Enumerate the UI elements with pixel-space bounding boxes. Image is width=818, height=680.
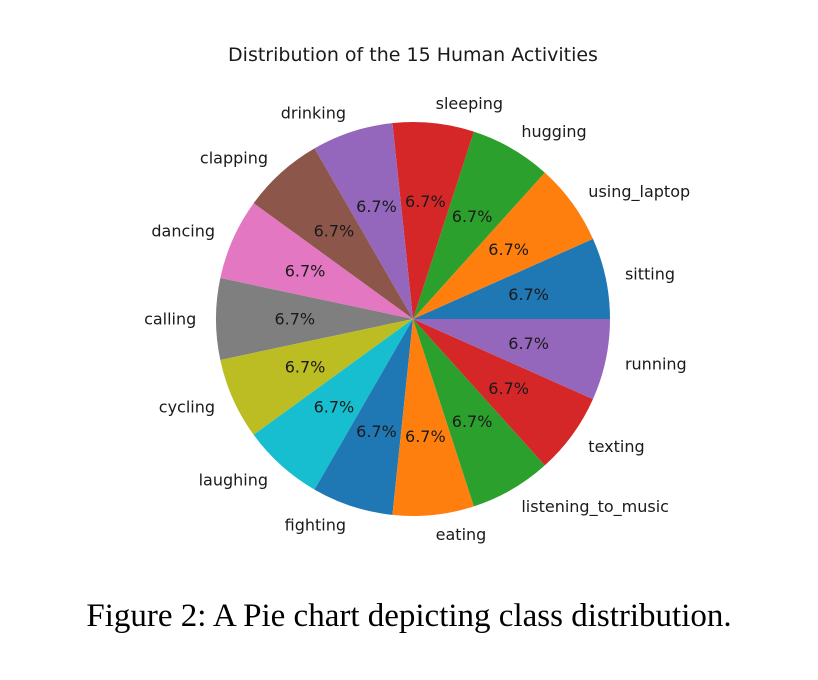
chart-title: Distribution of the 15 Human Activities — [228, 44, 598, 66]
pie-chart: Distribution of the 15 Human Activities … — [144, 44, 690, 544]
pie-percent-label: 6.7% — [356, 197, 397, 216]
pie-slice-running — [413, 319, 610, 400]
pie-percent-label: 6.7% — [452, 207, 493, 226]
pie-category-label: dancing — [151, 221, 215, 240]
pie-category-label: sitting — [625, 264, 675, 283]
pie-percent-label: 6.7% — [314, 222, 355, 241]
pie-percent-label: 6.7% — [405, 427, 446, 446]
pie-percent-label: 6.7% — [285, 261, 326, 280]
pie-slice-hugging — [413, 131, 545, 319]
pie-category-label: using_laptop — [588, 182, 690, 202]
pie-category-label: hugging — [521, 122, 586, 141]
pie-slice-cycling — [220, 319, 413, 435]
pie-category-label: cycling — [159, 398, 215, 417]
pie-slice-drinking — [314, 123, 413, 319]
pie-category-label: fighting — [285, 516, 346, 535]
pie-slice-fighting — [314, 319, 413, 515]
pie-category-label: running — [625, 355, 687, 374]
figure-caption: Figure 2: A Pie chart depicting class di… — [86, 598, 732, 634]
pie-slice-dancing — [220, 203, 413, 319]
pie-percent-labels: 6.7%6.7%6.7%6.7%6.7%6.7%6.7%6.7%6.7%6.7%… — [274, 192, 548, 446]
pie-category-label: clapping — [200, 148, 268, 167]
pie-percent-label: 6.7% — [508, 334, 549, 353]
pie-slices — [215, 122, 610, 516]
pie-slice-using_laptop — [413, 172, 593, 319]
pie-category-label: laughing — [199, 471, 268, 490]
pie-percent-label: 6.7% — [488, 240, 529, 259]
pie-percent-label: 6.7% — [274, 310, 315, 329]
pie-percent-label: 6.7% — [452, 412, 493, 431]
pie-percent-label: 6.7% — [405, 192, 446, 211]
pie-category-label: listening_to_music — [521, 497, 669, 517]
pie-slice-calling — [215, 278, 413, 360]
pie-slice-laughing — [253, 319, 413, 490]
pie-slice-sitting — [413, 238, 610, 319]
pie-slice-sleeping — [392, 122, 474, 320]
pie-category-label: sleeping — [436, 94, 503, 113]
pie-slice-listening_to_music — [413, 319, 545, 507]
pie-percent-label: 6.7% — [314, 397, 355, 416]
pie-slice-texting — [413, 319, 593, 466]
pie-category-label: texting — [588, 437, 644, 456]
pie-percent-label: 6.7% — [356, 422, 397, 441]
pie-category-label: calling — [144, 310, 196, 329]
pie-percent-label: 6.7% — [488, 379, 529, 398]
pie-category-label: eating — [436, 525, 487, 544]
pie-percent-label: 6.7% — [285, 358, 326, 377]
pie-category-label: drinking — [281, 103, 346, 122]
pie-slice-eating — [392, 319, 474, 516]
pie-slice-clapping — [253, 148, 413, 319]
pie-category-labels: sitting using_laptop hugging sleeping drinki… — [144, 94, 690, 544]
pie-percent-label: 6.7% — [508, 285, 549, 304]
